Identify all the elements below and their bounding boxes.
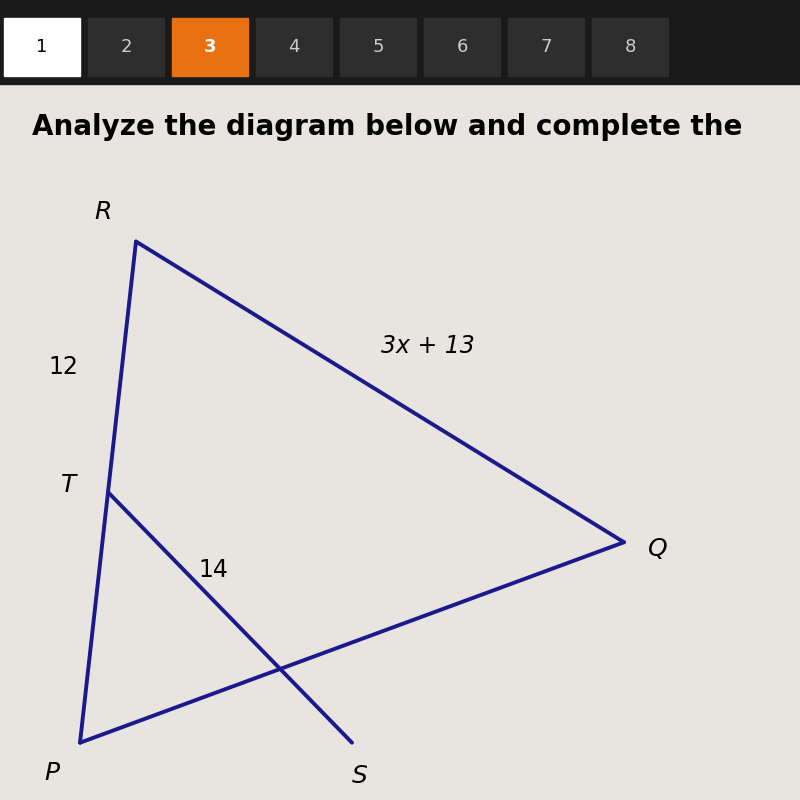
Text: 2: 2 bbox=[120, 38, 132, 56]
Text: 8: 8 bbox=[624, 38, 636, 56]
Text: S: S bbox=[352, 764, 368, 788]
Text: 7: 7 bbox=[540, 38, 552, 56]
Text: 4: 4 bbox=[288, 38, 300, 56]
Text: 1: 1 bbox=[36, 38, 48, 56]
Text: Analyze the diagram below and complete the: Analyze the diagram below and complete t… bbox=[32, 113, 742, 141]
Text: 3x + 13: 3x + 13 bbox=[381, 334, 474, 358]
Text: 14: 14 bbox=[198, 558, 228, 582]
Text: T: T bbox=[61, 473, 76, 497]
Text: Q: Q bbox=[648, 538, 668, 562]
Text: R: R bbox=[94, 200, 112, 224]
Text: 5: 5 bbox=[372, 38, 384, 56]
Text: 12: 12 bbox=[48, 355, 78, 379]
Text: 6: 6 bbox=[456, 38, 468, 56]
Text: 3: 3 bbox=[204, 38, 216, 56]
Text: P: P bbox=[45, 761, 59, 785]
